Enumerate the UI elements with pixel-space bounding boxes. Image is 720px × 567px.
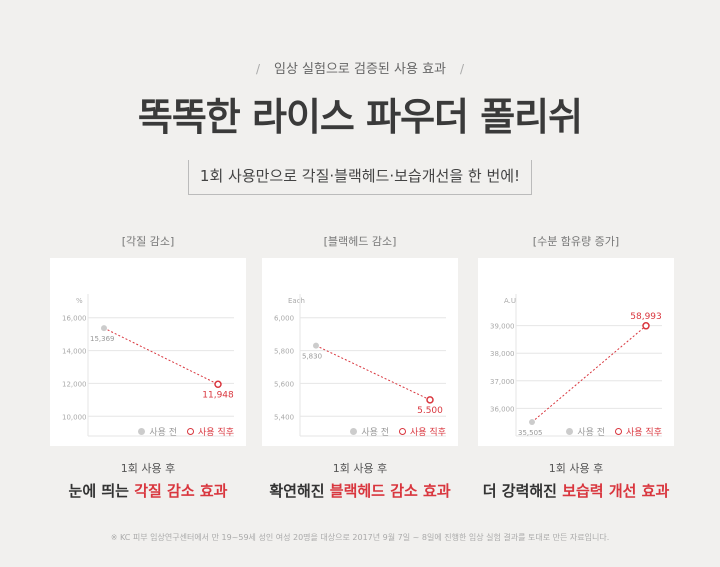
y-tick-label: 38,000 [490, 350, 515, 358]
legend-after-label: 사용 직후 [198, 428, 234, 438]
caption-prefix: 확연해진 [269, 482, 330, 500]
y-unit-label: Each [288, 297, 305, 305]
data-label-after: 5.500 [417, 406, 443, 416]
y-tick-label: 37,000 [490, 378, 515, 386]
y-unit-label: % [76, 297, 83, 305]
caption-highlight: 보습력 개선 효과 [562, 482, 670, 500]
y-tick-label: 16,000 [62, 315, 87, 323]
chart-blackhead: Each 6,000 5,800 5,600 5,400 5,830 5.500 [274, 294, 446, 437]
chart-card: % 16,000 14,000 12,000 10,000 15,369 11,948 사용… [50, 258, 246, 446]
chart-card: Each 6,000 5,800 5,600 5,400 5,830 5.500 사용 전 … [262, 258, 458, 446]
y-tick-label: 14,000 [62, 348, 87, 356]
legend-before-label: 사용 전 [361, 428, 390, 438]
series-line [103, 327, 219, 385]
caption-line1: 1회 사용 후 [332, 462, 388, 475]
legend-before-marker [350, 428, 358, 435]
y-tick-label: 36,000 [490, 405, 515, 413]
tagline: 1회 사용만으로 각질·블랙헤드·보습개선을 한 번에! [188, 160, 532, 195]
point-after [642, 322, 650, 330]
legend-after-marker [187, 428, 195, 435]
chart-exfoliation: % 16,000 14,000 12,000 10,000 15,369 11,948 [62, 294, 234, 437]
legend-after-label: 사용 직후 [410, 428, 446, 438]
panel-exfoliation: [각질 감소] % 16,000 14,000 12,000 10,000 15,369 1… [50, 232, 246, 501]
y-tick-label: 5,800 [274, 348, 294, 356]
footnote: ※ KC 피부 임상연구센터에서 만 19~59세 성인 여성 20명을 대상으… [110, 533, 610, 542]
data-label-after: 11,948 [202, 390, 234, 400]
panel-blackhead: [블랙헤드 감소] Each 6,000 5,800 5,600 5,400 5,830 5… [262, 232, 458, 501]
caption-line2: 눈에 띄는 각질 감소 효과 [50, 480, 246, 501]
chart-legend: 사용 전 사용 직후 [138, 425, 234, 438]
legend-after-marker [615, 428, 623, 435]
y-tick-label: 12,000 [62, 380, 87, 388]
chart-card: A.U 39,000 38,000 37,000 36,000 35,505 58,993 … [478, 258, 674, 446]
y-tick-label: 39,000 [490, 323, 515, 331]
legend-before-marker [566, 428, 574, 435]
caption-highlight: 각질 감소 효과 [134, 482, 228, 500]
data-label-before: 35,505 [518, 429, 543, 437]
panel-header: [블랙헤드 감소] [323, 235, 397, 248]
point-before [313, 342, 319, 349]
panel-header: [각질 감소] [121, 235, 175, 248]
legend-before-label: 사용 전 [577, 428, 606, 438]
subtitle: 임상 실험으로 검증된 사용 효과 [273, 62, 446, 77]
caption-line2: 더 강력해진 보습력 개선 효과 [478, 480, 674, 501]
point-before [529, 419, 535, 426]
caption-prefix: 눈에 띄는 [68, 482, 135, 500]
legend-after-marker [399, 428, 407, 435]
legend-after-label: 사용 직후 [626, 428, 662, 438]
y-tick-label: 6,000 [274, 315, 294, 323]
panel-header: [수분 함유량 증가] [532, 235, 620, 248]
point-before [101, 325, 107, 332]
caption-line1: 1회 사용 후 [548, 462, 604, 475]
slash-right: / [460, 62, 465, 76]
y-tick-label: 5,400 [274, 413, 294, 421]
slash-left: / [255, 62, 260, 76]
caption-highlight: 블랙헤드 감소 효과 [329, 482, 451, 500]
data-label-after: 58,993 [630, 312, 662, 322]
panel-moisture: [수분 함유량 증가] A.U 39,000 38,000 37,000 36,000 3… [478, 232, 674, 501]
y-tick-label: 5,600 [274, 380, 294, 388]
series-line [531, 325, 647, 423]
data-label-before: 5,830 [302, 353, 322, 361]
point-after [214, 380, 222, 389]
legend-before-label: 사용 전 [149, 428, 178, 438]
series-line [315, 345, 431, 401]
chart-legend: 사용 전 사용 직후 [350, 425, 446, 438]
caption-prefix: 더 강력해진 [482, 482, 563, 500]
y-unit-label: A.U [504, 297, 516, 305]
legend-before-marker [138, 428, 146, 435]
subtitle-row: / 임상 실험으로 검증된 사용 효과 / [0, 58, 720, 77]
point-after [426, 396, 434, 404]
caption-line2: 확연해진 블랙헤드 감소 효과 [262, 480, 458, 501]
y-tick-label: 10,000 [62, 413, 87, 421]
data-label-before: 15,369 [90, 335, 115, 343]
chart-moisture: A.U 39,000 38,000 37,000 36,000 35,505 58,993 [490, 294, 662, 437]
chart-legend: 사용 전 사용 직후 [566, 425, 662, 438]
page-title: 똑똑한 라이스 파우더 폴리쉬 [137, 95, 583, 139]
caption-line1: 1회 사용 후 [120, 462, 176, 475]
